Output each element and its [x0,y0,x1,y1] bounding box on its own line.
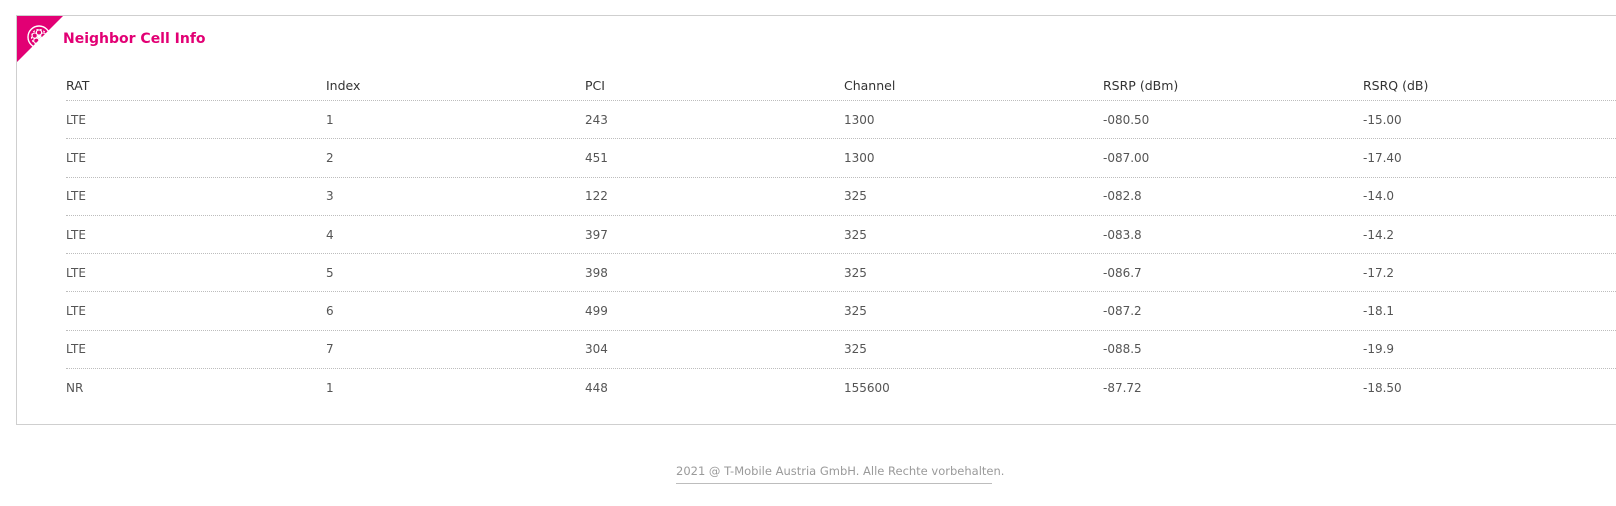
neighbor-cell-info-panel: Neighbor Cell Info RAT Index PCI Channel… [16,15,1616,425]
column-header-rsrp: RSRP (dBm) [1103,77,1179,93]
cell-pci: 398 [585,265,608,280]
cell-index: 1 [326,381,334,396]
cell-rsrp: -087.00 [1103,150,1150,165]
cell-rsrq: -14.0 [1363,189,1395,204]
cell-channel: 325 [844,342,867,357]
cell-index: 7 [326,342,334,357]
cell-rat: LTE [66,342,86,357]
cell-rat: LTE [66,189,86,204]
cell-rsrp: -086.7 [1103,265,1142,280]
cell-rsrq: -19.9 [1363,342,1395,357]
table-header-row: RAT Index PCI Channel RSRP (dBm) RSRQ (d… [66,70,1616,101]
table-row: LTE 1 243 1300 -080.50 -15.00 [66,101,1616,140]
table-row: LTE 3 122 325 -082.8 -14.0 [66,178,1616,216]
cell-index: 2 [326,150,334,165]
cell-pci: 451 [585,150,608,165]
cell-rsrp: -080.50 [1103,112,1150,127]
cell-channel: 1300 [844,112,875,127]
column-header-pci: PCI [585,77,605,93]
cell-channel: 325 [844,304,867,319]
cell-index: 5 [326,265,334,280]
cell-index: 6 [326,304,334,319]
cell-channel: 1300 [844,150,875,165]
table-row: LTE 2 451 1300 -087.00 -17.40 [66,139,1616,178]
table-row: LTE 7 304 325 -088.5 -19.9 [66,331,1616,370]
cell-rsrq: -17.40 [1363,150,1402,165]
table-row: LTE 6 499 325 -087.2 -18.1 [66,292,1616,331]
cell-pci: 243 [585,112,608,127]
cell-index: 1 [326,112,334,127]
cell-rsrq: -15.00 [1363,112,1402,127]
cell-rat: LTE [66,265,86,280]
column-header-channel: Channel [844,77,896,93]
panel-title: Neighbor Cell Info [63,31,206,47]
cell-rsrq: -18.1 [1363,304,1395,319]
cell-channel: 325 [844,189,867,204]
neighbor-cell-table: RAT Index PCI Channel RSRP (dBm) RSRQ (d… [66,70,1616,407]
cell-rat: LTE [66,227,86,242]
rosette-icon [25,23,53,51]
cell-rat: LTE [66,112,86,127]
column-header-rsrq: RSRQ (dB) [1363,77,1429,93]
table-row: LTE 5 398 325 -086.7 -17.2 [66,254,1616,293]
cell-rsrp: -083.8 [1103,227,1142,242]
cell-index: 4 [326,227,334,242]
cell-index: 3 [326,189,334,204]
cell-rsrp: -87.72 [1103,381,1142,396]
cell-pci: 304 [585,342,608,357]
cell-rat: LTE [66,304,86,319]
cell-pci: 499 [585,304,608,319]
cell-rsrq: -14.2 [1363,227,1395,242]
cell-pci: 397 [585,227,608,242]
cell-rsrq: -18.50 [1363,381,1402,396]
cell-pci: 448 [585,381,608,396]
cell-rat: LTE [66,150,86,165]
cell-channel: 325 [844,227,867,242]
cell-rat: NR [66,381,84,396]
cell-rsrp: -088.5 [1103,342,1142,357]
table-row: LTE 4 397 325 -083.8 -14.2 [66,216,1616,255]
cell-channel: 325 [844,265,867,280]
cell-channel: 155600 [844,381,890,396]
cell-pci: 122 [585,189,608,204]
cell-rsrp: -082.8 [1103,189,1142,204]
column-header-rat: RAT [66,77,90,93]
column-header-index: Index [326,77,361,93]
cell-rsrq: -17.2 [1363,265,1395,280]
cell-rsrp: -087.2 [1103,304,1142,319]
table-row: NR 1 448 155600 -87.72 -18.50 [66,369,1616,407]
copyright-footer: 2021 @ T-Mobile Austria GmbH. Alle Recht… [676,464,1004,484]
